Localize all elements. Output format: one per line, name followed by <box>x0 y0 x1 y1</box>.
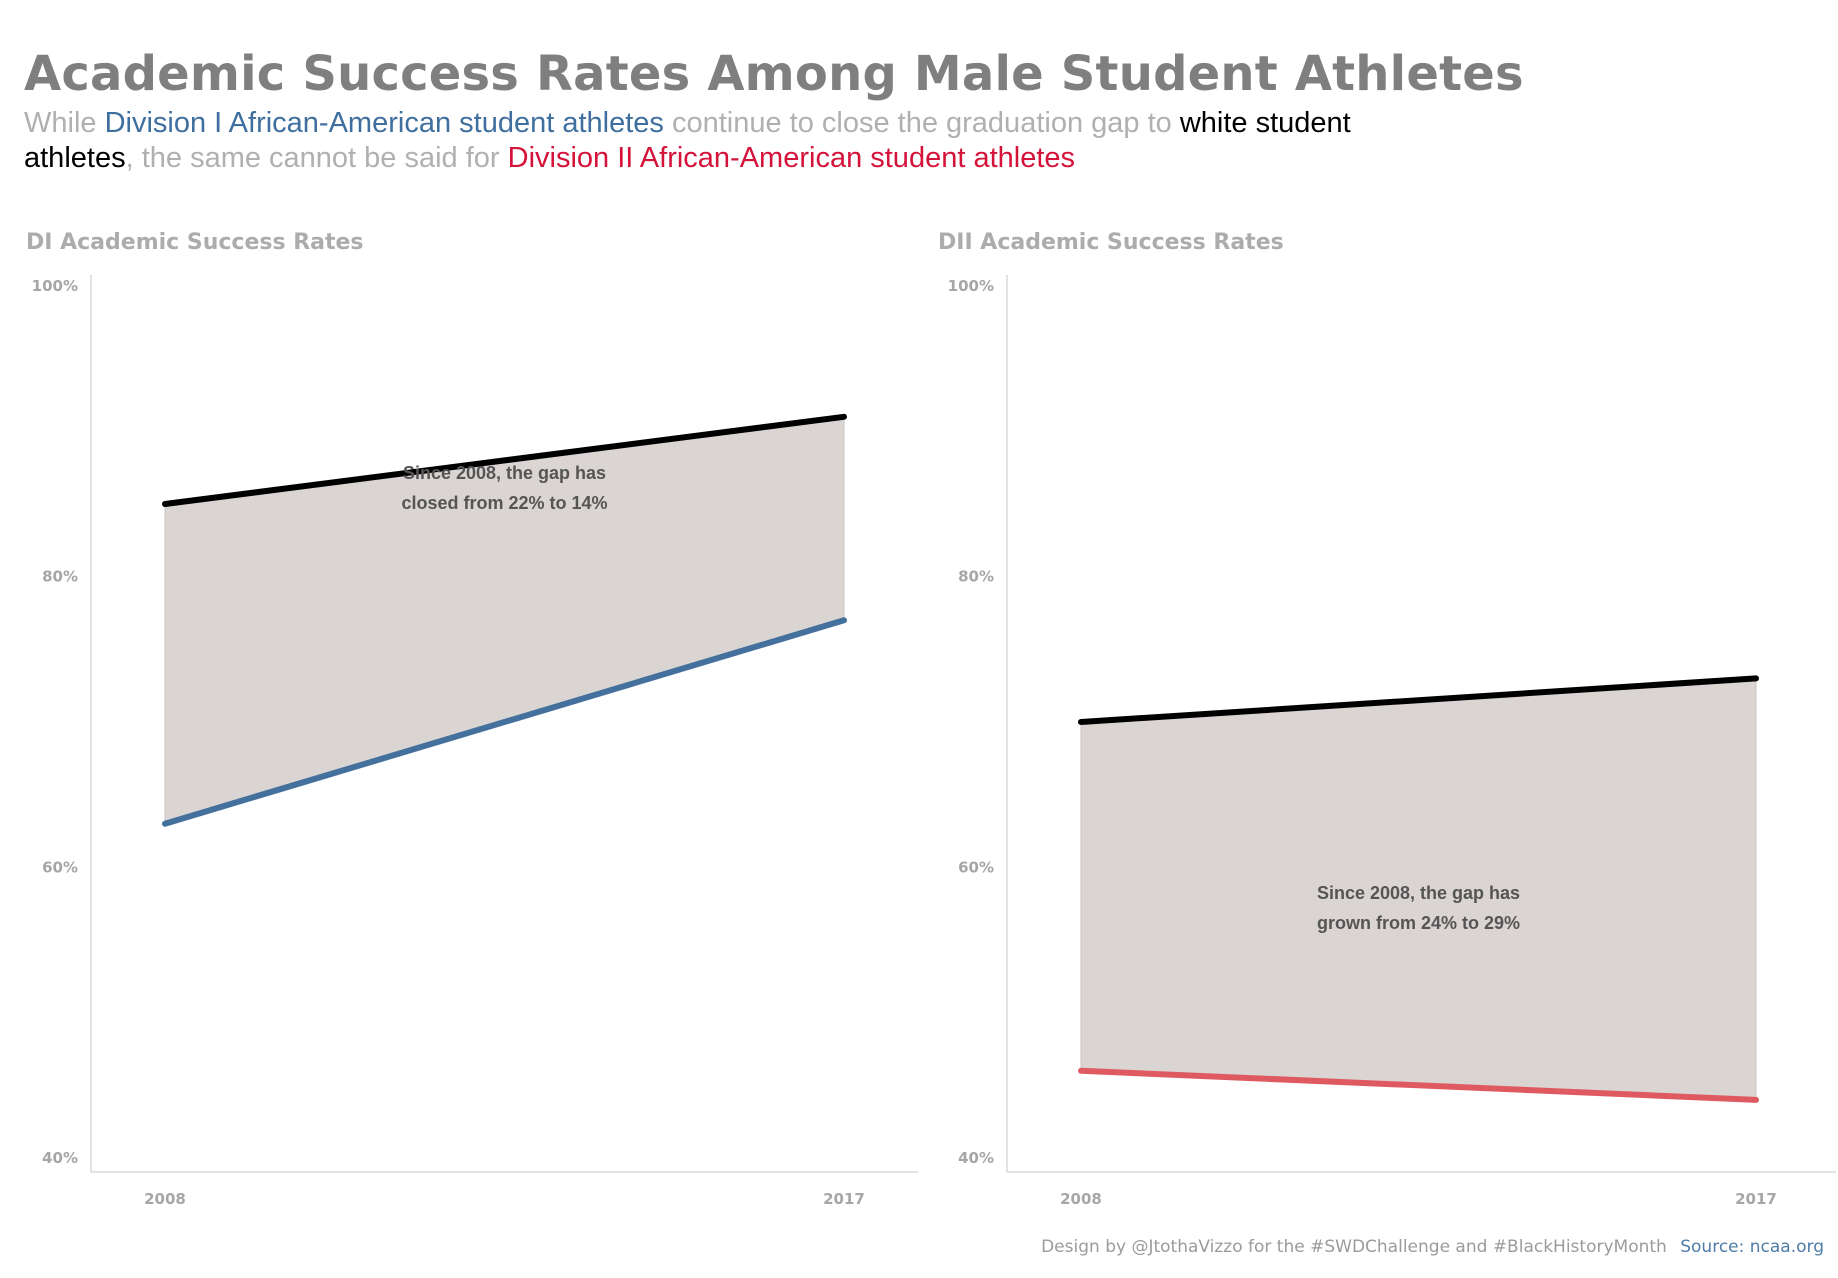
dii-x-tick-label: 2008 <box>1060 1190 1102 1208</box>
subtitle-part-red: Division II African-American student ath… <box>507 142 1076 174</box>
di-y-tick-label: 40% <box>42 1149 78 1167</box>
dii-y-tick-label: 80% <box>958 568 994 586</box>
subtitle-part-black: white student athletes <box>24 107 1351 174</box>
footer-credit: Design by @JtothaVizzo for the #SWDChall… <box>1041 1237 1667 1257</box>
di-y-tick-label: 100% <box>32 277 78 295</box>
subtitle-part-gray: continue to close the graduation gap to <box>663 107 1180 139</box>
dii-series-line-white-athletes <box>1078 675 1759 725</box>
page-subtitle: While Division I African-American studen… <box>24 106 1364 176</box>
dii-y-tick-label: 40% <box>958 1149 994 1167</box>
di-series-line-african-american-athletes <box>162 617 847 827</box>
di-x-tick-label: 2008 <box>144 1190 186 1208</box>
dii-annotation-line: Since 2008, the gap has <box>1317 883 1520 903</box>
subtitle-part-blue: Division I African-American student athl… <box>104 107 664 139</box>
di-annotation-line: closed from 22% to 14% <box>401 493 607 513</box>
subtitle-part-gray: , the same cannot be said for <box>125 142 508 174</box>
dii-x-tick-label: 2017 <box>1735 1190 1777 1208</box>
di-y-tick-label: 80% <box>42 568 78 586</box>
di-x-tick-label: 2017 <box>823 1190 865 1208</box>
subtitle-part-gray: While <box>24 107 105 139</box>
dii-y-tick-label: 60% <box>958 858 994 876</box>
di-series-line-white-athletes <box>162 413 847 507</box>
footer-source-link[interactable]: Source: ncaa.org <box>1680 1237 1824 1257</box>
page-title: Academic Success Rates Among Male Studen… <box>24 46 1524 102</box>
di-chart-title: DI Academic Success Rates <box>26 230 364 255</box>
dii-chart-title: DII Academic Success Rates <box>938 230 1284 255</box>
dii-y-tick-label: 100% <box>948 277 994 295</box>
dii-annotation-line: grown from 24% to 29% <box>1317 913 1520 933</box>
di-annotation-line: Since 2008, the gap has <box>403 463 606 483</box>
footer: Design by @JtothaVizzo for the #SWDChall… <box>1041 1237 1824 1257</box>
dii-series-line-african-american-athletes <box>1078 1067 1759 1103</box>
di-y-tick-label: 60% <box>42 858 78 876</box>
